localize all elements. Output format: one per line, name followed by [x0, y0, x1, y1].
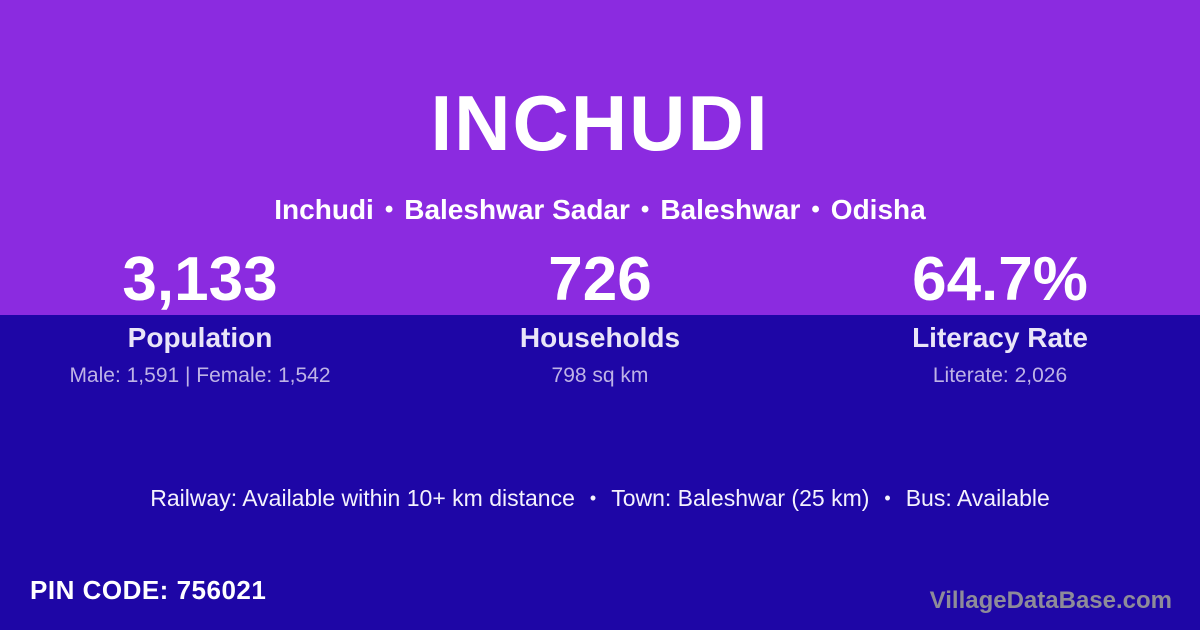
stats-labels-row: Population Households Literacy Rate: [0, 315, 1200, 356]
stats-values-row: 3,133 726 64.7%: [0, 249, 1200, 311]
population-value: 3,133: [122, 245, 278, 314]
hero-section: INCHUDI Inchudi • Baleshwar Sadar • Baleshwa…: [0, 0, 1200, 315]
literacy-rate-value: 64.7%: [912, 245, 1088, 314]
info-section: Population Households Literacy Rate Male…: [0, 315, 1200, 630]
population-label: Population: [127, 322, 273, 353]
transport-separator: •: [884, 488, 891, 508]
households-detail: 798 sq km: [551, 364, 649, 387]
stats-details-row: Male: 1,591 | Female: 1,542 798 sq km Li…: [0, 364, 1200, 388]
breadcrumb-separator: •: [384, 196, 394, 223]
literacy-rate-detail: Literate: 2,026: [932, 364, 1068, 387]
breadcrumb-village: Inchudi: [274, 194, 374, 225]
transport-line: Railway: Available within 10+ km distanc…: [0, 485, 1200, 512]
town-info: Town: Baleshwar (25 km): [611, 485, 870, 511]
literacy-rate-label: Literacy Rate: [912, 322, 1088, 353]
transport-separator: •: [589, 488, 597, 508]
population-detail: Male: 1,591 | Female: 1,542: [69, 364, 331, 387]
breadcrumb-district: Baleshwar: [660, 194, 801, 225]
breadcrumb: Inchudi • Baleshwar Sadar • Baleshwar • Odisha: [0, 194, 1200, 226]
railway-info: Railway: Available within 10+ km distanc…: [150, 485, 575, 511]
households-label: Households: [519, 322, 681, 353]
breadcrumb-state: Odisha: [830, 194, 926, 225]
breadcrumb-block: Baleshwar Sadar: [404, 194, 630, 225]
page-title: INCHUDI: [430, 79, 770, 167]
breadcrumb-separator: •: [811, 196, 820, 223]
pin-code: PIN CODE: 756021: [30, 575, 267, 605]
households-value: 726: [548, 245, 652, 314]
bus-info: Bus: Available: [905, 485, 1050, 511]
site-watermark: VillageDataBase.com: [929, 587, 1172, 614]
breadcrumb-separator: •: [640, 196, 650, 223]
